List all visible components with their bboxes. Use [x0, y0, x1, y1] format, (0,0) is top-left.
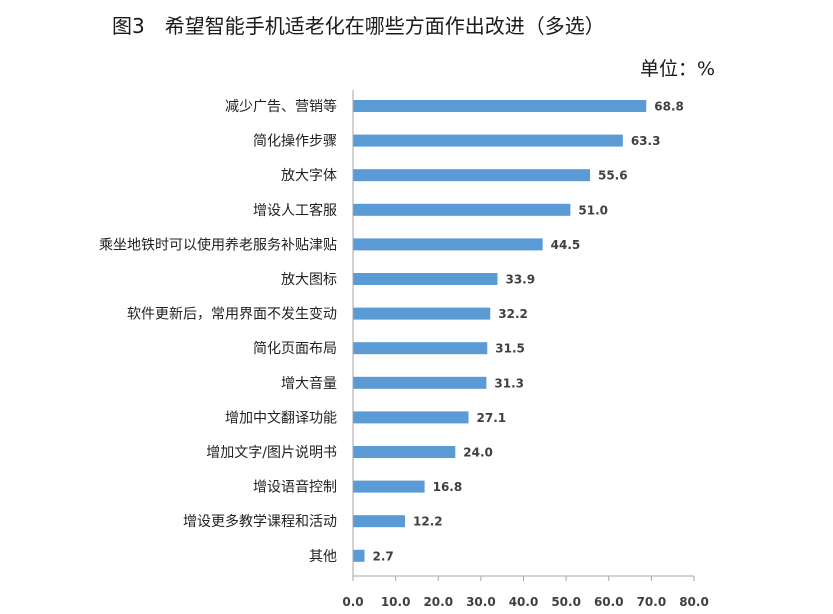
- bar: [353, 238, 543, 251]
- category-label: 增加文字/图片说明书: [206, 445, 337, 461]
- x-tick-label: 80.0: [679, 595, 709, 609]
- category-label: 增设更多教学课程和活动: [183, 513, 337, 530]
- value-label: 2.7: [373, 549, 394, 563]
- bar: [353, 100, 647, 112]
- value-label: 32.2: [498, 307, 528, 321]
- value-label: 24.0: [463, 446, 493, 460]
- category-label: 简化页面布局: [253, 340, 337, 357]
- chart-title: 图3 希望智能手机适老化在哪些方面作出改进（多选）: [112, 14, 605, 38]
- category-label: 软件更新后，常用界面不发生变动: [127, 307, 337, 323]
- bar: [353, 411, 469, 424]
- bar: [353, 169, 590, 182]
- category-label: 乘坐地铁时可以使用养老服务补贴津贴: [99, 236, 337, 253]
- category-label: 放大图标: [281, 272, 337, 288]
- x-tick-label: 0.0: [342, 595, 363, 609]
- bar: [353, 307, 491, 320]
- category-label: 简化操作步骤: [253, 133, 337, 150]
- x-tick-label: 40.0: [509, 595, 539, 609]
- bar: [353, 515, 406, 528]
- x-tick-label: 10.0: [381, 595, 411, 609]
- category-label: 其他: [309, 549, 337, 565]
- x-tick-label: 30.0: [466, 595, 496, 609]
- x-tick-label: 60.0: [594, 595, 624, 609]
- x-tick-label: 20.0: [423, 595, 453, 609]
- value-label: 44.5: [551, 238, 581, 252]
- bar: [353, 134, 623, 147]
- bar: [353, 446, 456, 458]
- value-label: 33.9: [505, 273, 535, 287]
- bar: [353, 273, 498, 285]
- x-axis: 0.0 10.0 20.0 30.0 40.0 50.0 60.0 70.0 80.0: [342, 90, 709, 609]
- bars-group: 减少广告、营销等 68.8 简化操作步骤 63.3 放大字体 55.6 增设人工客服 51.0…: [99, 98, 684, 565]
- value-label: 51.0: [578, 203, 608, 217]
- value-label: 31.5: [495, 342, 525, 356]
- category-label: 增设语音控制: [253, 479, 337, 496]
- bar: [353, 480, 425, 493]
- category-label: 增设人工客服: [253, 202, 337, 219]
- unit-label: 单位：%: [640, 58, 716, 80]
- category-label: 减少广告、营销等: [225, 98, 337, 115]
- value-label: 68.8: [654, 100, 684, 114]
- value-label: 55.6: [598, 169, 628, 183]
- bar: [353, 549, 365, 562]
- value-label: 63.3: [631, 134, 661, 148]
- x-tick-label: 70.0: [637, 595, 667, 609]
- category-label: 增大音量: [281, 375, 337, 392]
- bar: [353, 203, 571, 216]
- x-tick-label: 50.0: [551, 595, 581, 609]
- category-label: 放大字体: [281, 168, 337, 184]
- value-label: 31.3: [494, 376, 524, 390]
- category-label: 增加中文翻译功能: [225, 410, 337, 426]
- bar: [353, 376, 487, 389]
- bar: [353, 342, 488, 355]
- value-label: 16.8: [433, 480, 463, 494]
- value-label: 27.1: [477, 411, 507, 425]
- value-label: 12.2: [413, 515, 443, 529]
